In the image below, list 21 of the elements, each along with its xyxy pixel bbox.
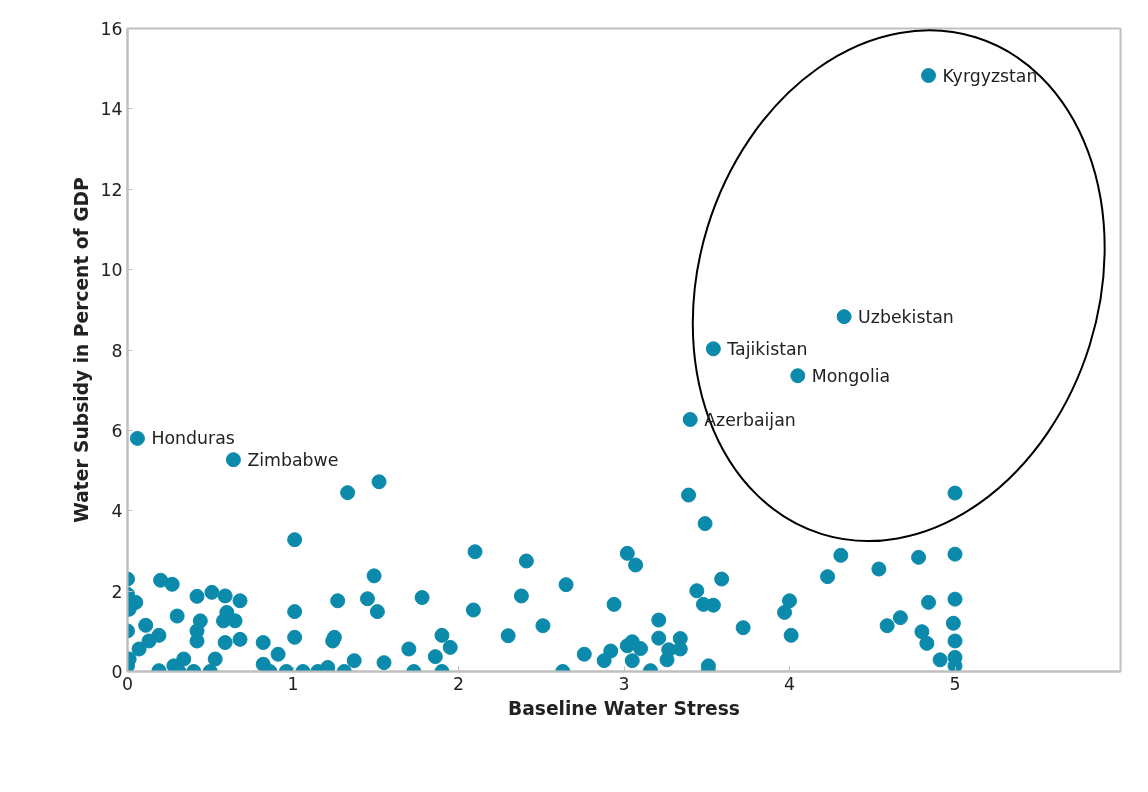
annotation: Zimbabwe	[247, 449, 339, 470]
x-tick-label: 1	[287, 673, 299, 694]
y-tick-label: 16	[100, 19, 123, 39]
x-tick-label: 2	[452, 673, 465, 694]
annotation: Tajikistan	[726, 338, 808, 359]
annotation: Uzbekistan	[858, 306, 954, 327]
y-axis-title: Water Subsidy in Percent of GDP	[71, 177, 93, 523]
x-tick-label: 4	[783, 673, 796, 694]
x-tick-label: 5	[949, 673, 961, 694]
y-tick-label: 6	[111, 420, 123, 441]
annotation: Honduras	[151, 428, 235, 449]
y-tick-label: 8	[111, 340, 123, 361]
annotation: Kyrgyzstan	[942, 65, 1038, 86]
x-axis-title: Baseline Water Stress	[508, 697, 740, 719]
annotation: Mongolia	[811, 365, 891, 386]
y-tick-label: 10	[100, 260, 123, 281]
x-tick-label: 3	[618, 673, 630, 694]
y-tick-label: 12	[100, 179, 123, 200]
y-tick-label: 4	[111, 501, 123, 522]
y-tick-label: 2	[111, 581, 123, 602]
y-tick-label: 14	[100, 99, 123, 120]
